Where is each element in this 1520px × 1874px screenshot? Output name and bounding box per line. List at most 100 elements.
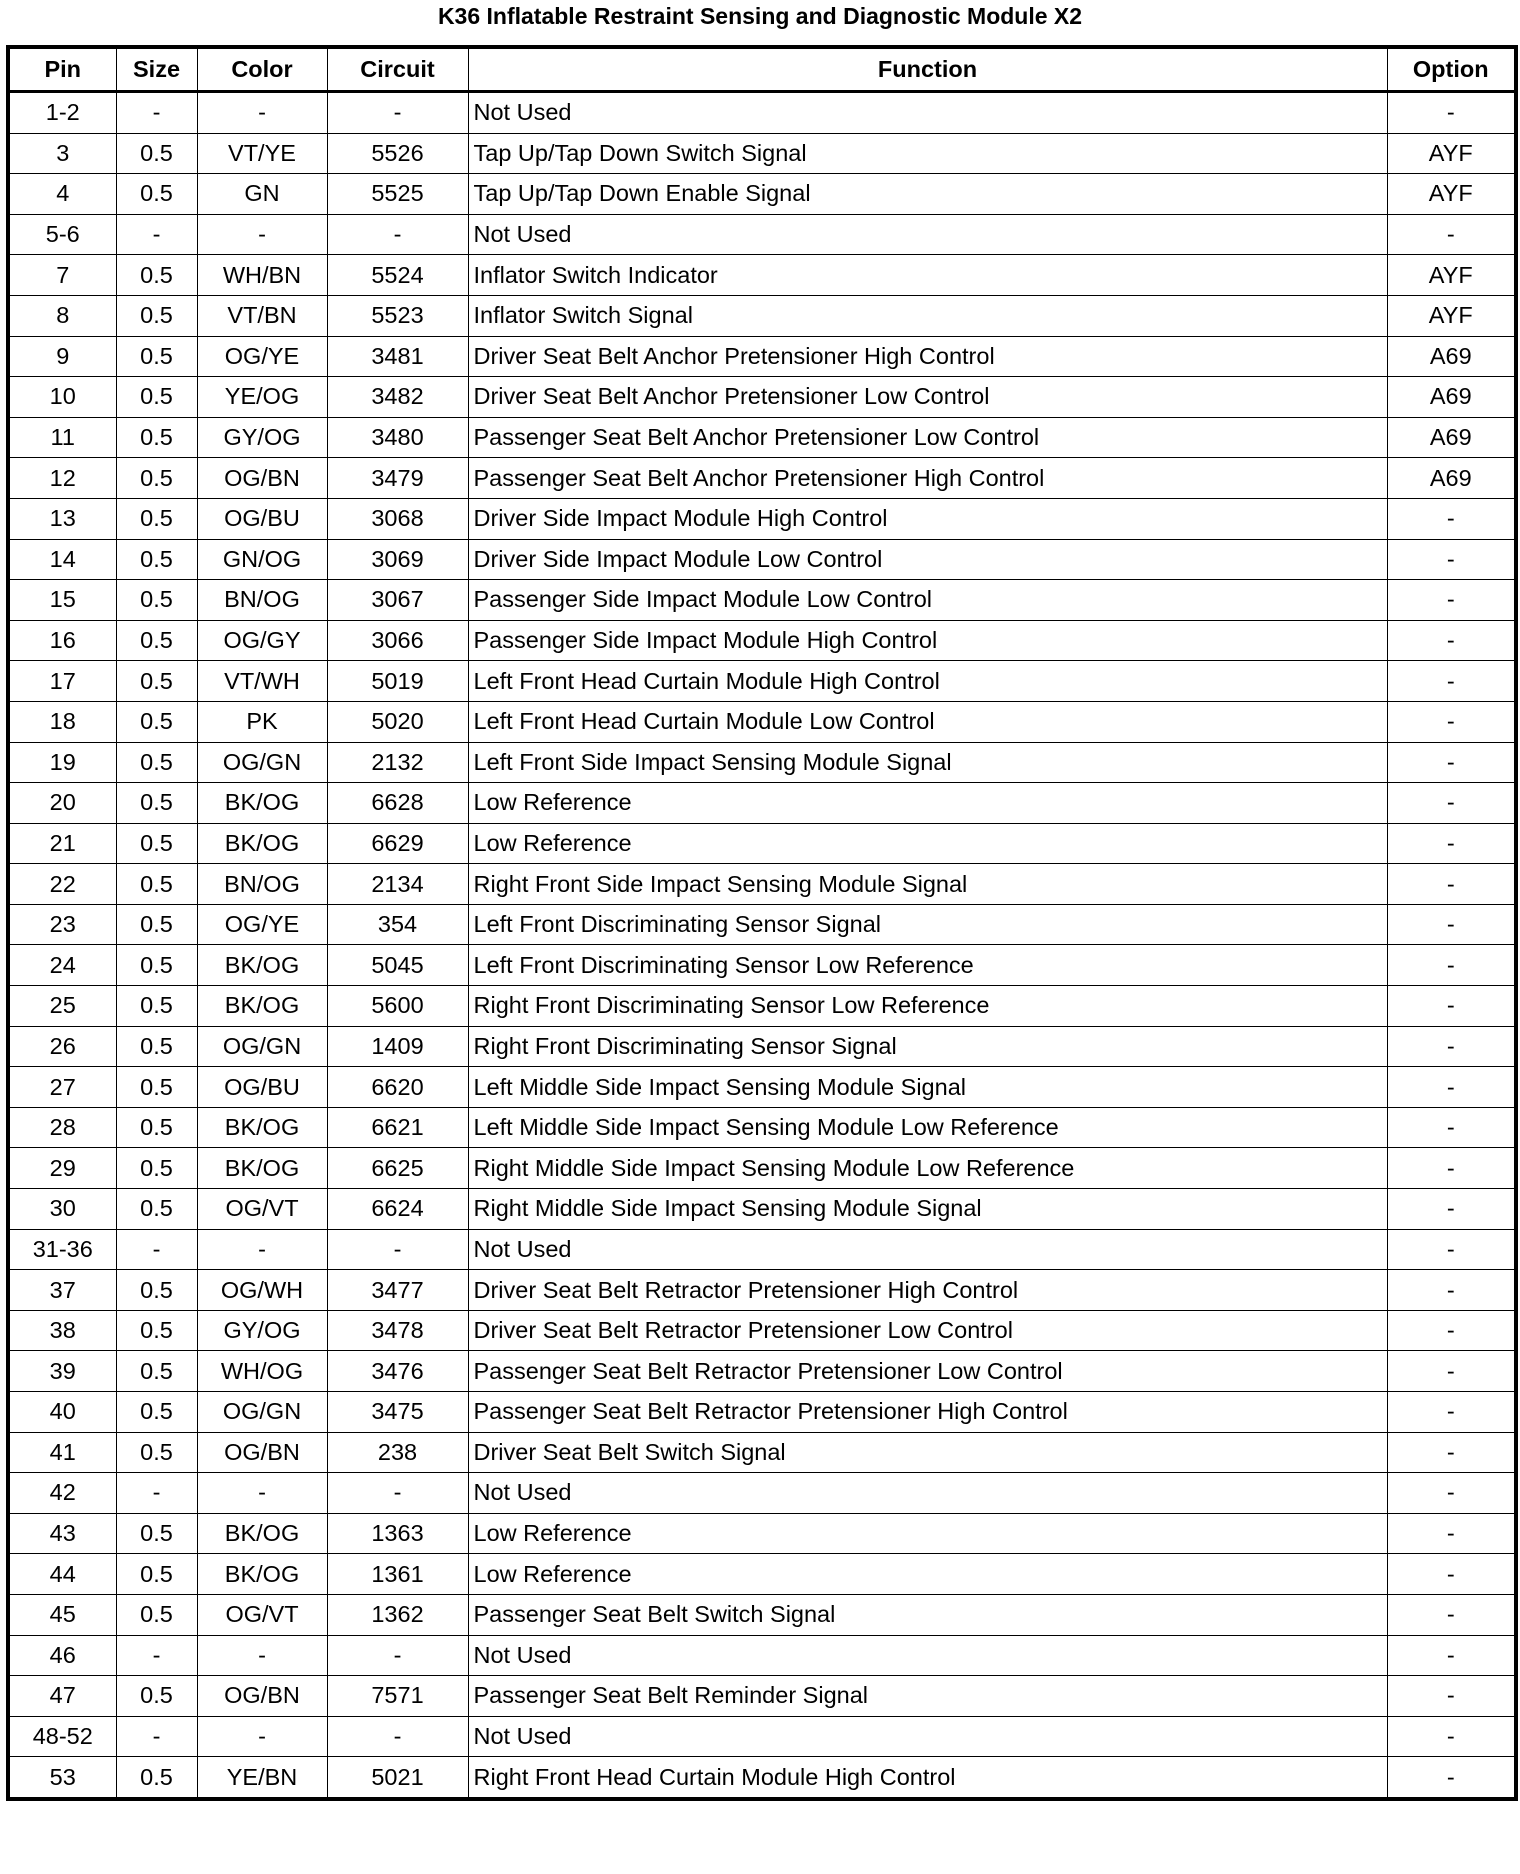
cell-size: 0.5 [115,1593,198,1636]
column-header-circuit: Circuit [326,46,469,93]
cell-pin: 44 [7,1553,117,1595]
cell-size: - [115,1228,198,1271]
cell-circuit: - [326,1715,469,1758]
cell-color: OG/WH [196,1269,328,1311]
cell-pin: 13 [7,497,117,540]
cell-function: Driver Side Impact Module Low Control [467,538,1388,581]
table-row: 29 0.5 BK/OG 6625 Right Middle Side Impact S… [7,1147,1517,1190]
table-row: 37 0.5 OG/WH 3477 Driver Seat Belt Retractor… [7,1269,1517,1311]
cell-function: Not Used [467,1472,1388,1514]
cell-color: VT/YE [196,132,328,175]
table-row: 39 0.5 WH/OG 3476 Passenger Seat Belt Retrac… [7,1350,1517,1392]
table-row: 44 0.5 BK/OG 1361 Low Reference - [7,1553,1517,1595]
cell-function: Driver Side Impact Module High Control [467,497,1388,540]
cell-size: 0.5 [115,741,198,784]
cell-size: 0.5 [115,132,198,175]
cell-circuit: 6620 [326,1066,469,1108]
cell-circuit: 6628 [326,782,469,824]
cell-circuit: 6621 [326,1106,469,1149]
cell-function: Tap Up/Tap Down Enable Signal [467,173,1388,215]
table-row: 43 0.5 BK/OG 1363 Low Reference - [7,1512,1517,1555]
cell-function: Passenger Seat Belt Retractor Pretension… [467,1391,1388,1433]
cell-option: - [1386,213,1517,256]
cell-function: Passenger Side Impact Module High Contro… [467,619,1388,662]
table-row: 53 0.5 YE/BN 5021 Right Front Head Curtain M… [7,1756,1517,1800]
cell-circuit: 3481 [326,335,469,378]
cell-pin: 16 [7,619,117,662]
cell-size: 0.5 [115,619,198,662]
cell-pin: 22 [7,863,117,905]
cell-function: Left Front Head Curtain Module Low Contr… [467,700,1388,743]
cell-option: - [1386,1309,1517,1352]
cell-function: Left Middle Side Impact Sensing Module S… [467,1066,1388,1108]
column-header-pin: Pin [7,46,117,93]
cell-size: 0.5 [115,985,198,1027]
cell-option: - [1386,1228,1517,1271]
cell-size: 0.5 [115,782,198,824]
cell-circuit: 1362 [326,1593,469,1636]
table-row: 16 0.5 OG/GY 3066 Passenger Side Impact Modu… [7,619,1517,662]
cell-size: 0.5 [115,1188,198,1230]
table-row: 1-2- - - Not Used - [7,91,1517,134]
cell-option: - [1386,1675,1517,1717]
column-header-option: Option [1386,46,1517,93]
cell-size: 0.5 [115,1431,198,1474]
cell-function: Passenger Seat Belt Anchor Pretensioner … [467,416,1388,459]
cell-pin: 8 [7,294,117,337]
cell-function: Right Front Discriminating Sensor Low Re… [467,985,1388,1027]
cell-color: OG/YE [196,335,328,378]
cell-circuit: 238 [326,1431,469,1474]
cell-color: - [196,1634,328,1677]
cell-function: Not Used [467,1634,1388,1677]
cell-color: GN/OG [196,538,328,581]
cell-color: OG/BN [196,1675,328,1717]
cell-circuit: 5021 [326,1756,469,1800]
cell-pin: 41 [7,1431,117,1474]
column-header-function: Function [467,46,1388,93]
cell-function: Low Reference [467,1512,1388,1555]
cell-circuit: 3068 [326,497,469,540]
table-row: 11 0.5 GY/OG 3480 Passenger Seat Belt Anchor… [7,416,1517,459]
cell-circuit: - [326,213,469,256]
cell-option: - [1386,1391,1517,1433]
cell-option: AYF [1386,294,1517,337]
cell-option: - [1386,538,1517,581]
cell-color: WH/BN [196,254,328,296]
cell-function: Not Used [467,213,1388,256]
cell-function: Left Middle Side Impact Sensing Module L… [467,1106,1388,1149]
cell-color: PK [196,700,328,743]
cell-function: Low Reference [467,1553,1388,1595]
cell-pin: 48-52 [7,1715,117,1758]
page-title: K36 Inflatable Restraint Sensing and Dia… [437,3,1083,29]
cell-option: - [1386,1269,1517,1311]
cell-option: - [1386,1350,1517,1392]
cell-pin: 20 [7,782,117,824]
cell-option: A69 [1386,457,1517,499]
cell-pin: 18 [7,700,117,743]
cell-pin: 28 [7,1106,117,1149]
cell-option: - [1386,1634,1517,1677]
cell-option: - [1386,822,1517,865]
cell-option: - [1386,903,1517,946]
cell-option: - [1386,1593,1517,1636]
cell-size: 0.5 [115,700,198,743]
cell-color: OG/BN [196,457,328,499]
cell-color: OG/BU [196,497,328,540]
cell-function: Right Middle Side Impact Sensing Module … [467,1147,1388,1190]
cell-circuit: 3475 [326,1391,469,1433]
cell-pin: 29 [7,1147,117,1190]
table-row: 15 0.5 BN/OG 3067 Passenger Side Impact Modu… [7,579,1517,621]
table-row: 20 0.5 BK/OG 6628 Low Reference - [7,782,1517,824]
cell-circuit: - [326,91,469,134]
cell-circuit: 5019 [326,660,469,702]
table-row: 12 0.5 OG/BN 3479 Passenger Seat Belt Anchor… [7,457,1517,499]
table-row: 5-6- - - Not Used - [7,213,1517,256]
cell-size: 0.5 [115,1147,198,1190]
cell-pin: 46 [7,1634,117,1677]
cell-circuit: 5526 [326,132,469,175]
cell-size: 0.5 [115,1512,198,1555]
table-row: 45 0.5 OG/VT 1362 Passenger Seat Belt Switch… [7,1593,1517,1636]
cell-circuit: 5600 [326,985,469,1027]
cell-size: 0.5 [115,1391,198,1433]
cell-circuit: 3478 [326,1309,469,1352]
